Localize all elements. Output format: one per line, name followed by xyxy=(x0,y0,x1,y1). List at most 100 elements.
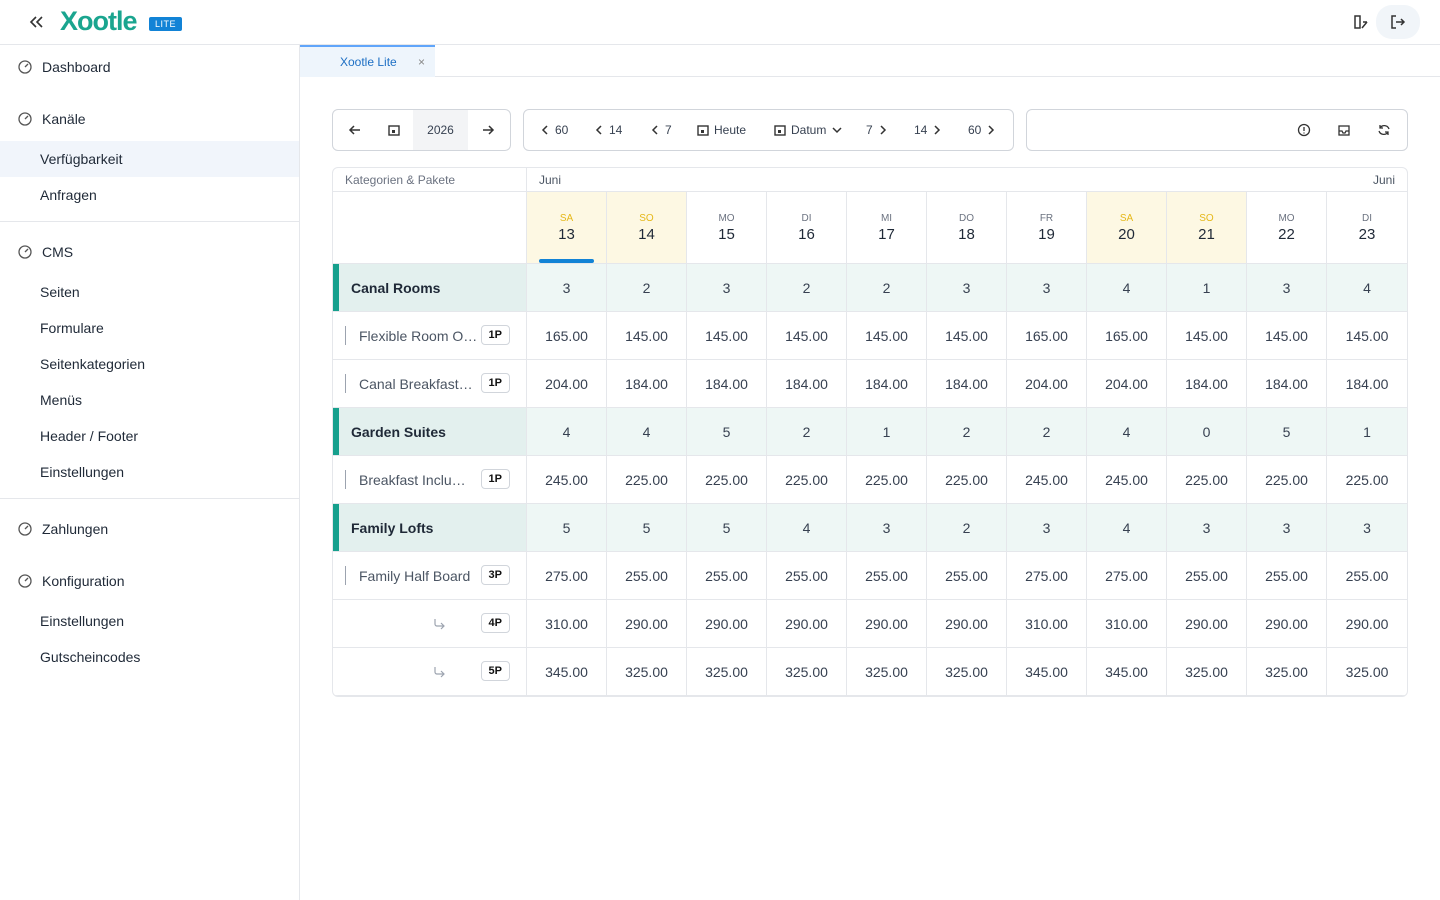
price-cell[interactable]: 184.00 xyxy=(687,360,767,408)
nav-button[interactable]: 60 xyxy=(540,123,568,137)
price-cell[interactable]: 184.00 xyxy=(607,360,687,408)
price-cell[interactable]: 255.00 xyxy=(1247,552,1327,600)
day-header[interactable]: SO 21 xyxy=(1167,192,1247,264)
price-cell[interactable]: 225.00 xyxy=(767,456,847,504)
logo[interactable]: Xootle xyxy=(60,6,138,36)
day-header[interactable]: SA 20 xyxy=(1087,192,1167,264)
day-header[interactable]: MI 17 xyxy=(847,192,927,264)
price-cell[interactable]: 345.00 xyxy=(1007,648,1087,696)
nav-button[interactable]: 60 xyxy=(968,123,996,137)
price-cell[interactable]: 225.00 xyxy=(607,456,687,504)
availability-cell[interactable]: 5 xyxy=(1247,408,1327,456)
availability-cell[interactable]: 3 xyxy=(687,264,767,312)
nav-section[interactable]: Konfiguration xyxy=(0,559,299,603)
price-cell[interactable]: 225.00 xyxy=(1167,456,1247,504)
price-cell[interactable]: 184.00 xyxy=(1167,360,1247,408)
price-cell[interactable]: 255.00 xyxy=(927,552,1007,600)
price-cell[interactable]: 245.00 xyxy=(527,456,607,504)
nav-item[interactable]: Anfragen xyxy=(40,187,97,203)
price-cell[interactable]: 145.00 xyxy=(1327,312,1407,360)
availability-cell[interactable]: 3 xyxy=(1247,504,1327,552)
day-header[interactable]: MO 22 xyxy=(1247,192,1327,264)
nav-item[interactable]: Einstellungen xyxy=(40,613,125,629)
price-cell[interactable]: 275.00 xyxy=(1007,552,1087,600)
package-label[interactable]: 4P xyxy=(333,600,527,648)
availability-cell[interactable]: 3 xyxy=(1167,504,1247,552)
price-cell[interactable]: 325.00 xyxy=(607,648,687,696)
price-cell[interactable]: 225.00 xyxy=(687,456,767,504)
price-cell[interactable]: 204.00 xyxy=(1087,360,1167,408)
nav-button[interactable]: 14 xyxy=(914,123,942,137)
nav-item[interactable]: Seiten xyxy=(40,284,80,300)
availability-cell[interactable]: 2 xyxy=(767,408,847,456)
package-label[interactable]: Flexible Room O… 1P xyxy=(333,312,527,360)
price-cell[interactable]: 225.00 xyxy=(847,456,927,504)
logout-button[interactable] xyxy=(1376,5,1420,39)
availability-cell[interactable]: 3 xyxy=(927,264,1007,312)
price-cell[interactable]: 325.00 xyxy=(1327,648,1407,696)
price-cell[interactable]: 345.00 xyxy=(1087,648,1167,696)
availability-cell[interactable]: 4 xyxy=(1327,264,1407,312)
nav-button[interactable]: Heute xyxy=(697,123,746,137)
price-cell[interactable]: 165.00 xyxy=(1087,312,1167,360)
nav-button[interactable]: Datum xyxy=(774,123,843,137)
category-label[interactable]: Canal Rooms xyxy=(333,264,527,312)
availability-cell[interactable]: 2 xyxy=(927,408,1007,456)
availability-cell[interactable]: 1 xyxy=(1327,408,1407,456)
price-cell[interactable]: 184.00 xyxy=(1327,360,1407,408)
nav-section[interactable]: Zahlungen xyxy=(0,507,299,551)
nav-item[interactable]: Header / Footer xyxy=(40,428,139,444)
price-cell[interactable]: 204.00 xyxy=(1007,360,1087,408)
nav-button[interactable]: 7 xyxy=(866,123,888,137)
price-cell[interactable]: 275.00 xyxy=(1087,552,1167,600)
price-cell[interactable]: 184.00 xyxy=(1247,360,1327,408)
price-cell[interactable]: 145.00 xyxy=(767,312,847,360)
nav-section[interactable]: Kanäle xyxy=(0,97,299,141)
price-cell[interactable]: 165.00 xyxy=(1007,312,1087,360)
availability-cell[interactable]: 3 xyxy=(1007,264,1087,312)
availability-cell[interactable]: 3 xyxy=(527,264,607,312)
day-header[interactable]: SO 14 xyxy=(607,192,687,264)
price-cell[interactable]: 310.00 xyxy=(527,600,607,648)
availability-cell[interactable]: 5 xyxy=(687,408,767,456)
availability-cell[interactable]: 3 xyxy=(1247,264,1327,312)
availability-cell[interactable]: 2 xyxy=(767,264,847,312)
availability-cell[interactable]: 3 xyxy=(847,504,927,552)
nav-item[interactable]: Einstellungen xyxy=(40,464,125,480)
price-cell[interactable]: 184.00 xyxy=(847,360,927,408)
price-cell[interactable]: 290.00 xyxy=(1167,600,1247,648)
price-cell[interactable]: 290.00 xyxy=(847,600,927,648)
info[interactable] xyxy=(1297,123,1311,137)
price-cell[interactable]: 165.00 xyxy=(527,312,607,360)
availability-cell[interactable]: 4 xyxy=(1087,504,1167,552)
day-header[interactable]: DI 16 xyxy=(767,192,847,264)
price-cell[interactable]: 225.00 xyxy=(927,456,1007,504)
price-cell[interactable]: 184.00 xyxy=(767,360,847,408)
availability-cell[interactable]: 4 xyxy=(1087,408,1167,456)
availability-cell[interactable]: 4 xyxy=(1087,264,1167,312)
collapse-icon[interactable] xyxy=(28,14,44,30)
next[interactable] xyxy=(481,123,495,137)
price-cell[interactable]: 145.00 xyxy=(687,312,767,360)
package-label[interactable]: Family Half Board 3P xyxy=(333,552,527,600)
availability-cell[interactable]: 5 xyxy=(527,504,607,552)
price-cell[interactable]: 290.00 xyxy=(927,600,1007,648)
price-cell[interactable]: 184.00 xyxy=(927,360,1007,408)
inbox[interactable] xyxy=(1337,123,1351,137)
price-cell[interactable]: 255.00 xyxy=(607,552,687,600)
nav-section[interactable]: Dashboard xyxy=(0,45,299,89)
availability-cell[interactable]: 4 xyxy=(607,408,687,456)
availability-cell[interactable]: 2 xyxy=(607,264,687,312)
availability-cell[interactable]: 2 xyxy=(1007,408,1087,456)
calendar[interactable] xyxy=(387,123,401,137)
package-label[interactable]: Canal Breakfast… 1P xyxy=(333,360,527,408)
day-header[interactable]: MO 15 xyxy=(687,192,767,264)
price-cell[interactable]: 225.00 xyxy=(1247,456,1327,504)
price-cell[interactable]: 325.00 xyxy=(1167,648,1247,696)
price-cell[interactable]: 255.00 xyxy=(1167,552,1247,600)
price-cell[interactable]: 325.00 xyxy=(767,648,847,696)
price-cell[interactable]: 145.00 xyxy=(1247,312,1327,360)
package-label[interactable]: 5P xyxy=(333,648,527,696)
nav-item[interactable]: Menüs xyxy=(40,392,83,408)
price-cell[interactable]: 255.00 xyxy=(1327,552,1407,600)
